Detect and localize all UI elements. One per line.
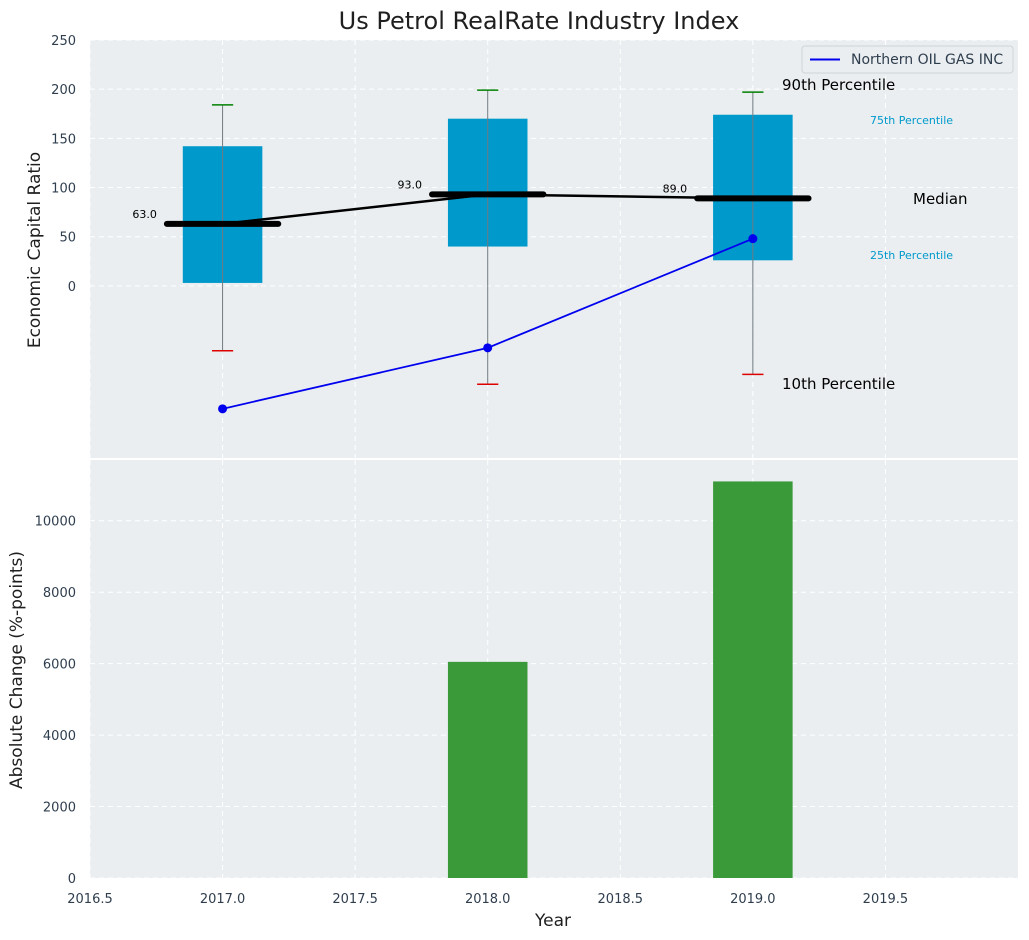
annotation-10th: 10th Percentile xyxy=(782,375,895,393)
top-panel-marks: 63.0 93.0 89.0 xyxy=(132,89,812,414)
x-axis-ticks: 2016.5 2017.0 2017.5 2018.0 2018.5 2019.0 2019… xyxy=(67,892,908,907)
bottom-panel-background xyxy=(90,460,1018,878)
legend-entry: Northern OIL GAS INC xyxy=(851,52,1003,68)
top-panel-y-ticks: 0 50 100 150 200 250 xyxy=(51,34,76,295)
median-trend-line xyxy=(222,193,753,226)
top-y-tick-label: 250 xyxy=(51,34,76,49)
median-value-label: 89.0 xyxy=(663,182,688,195)
annotation-75th: 75th Percentile xyxy=(870,114,953,127)
company-series-point xyxy=(218,404,228,414)
x-tick-label: 2017.0 xyxy=(200,892,246,907)
median-value-label: 93.0 xyxy=(398,178,423,191)
top-y-tick-label: 100 xyxy=(51,182,76,197)
x-tick-label: 2018.5 xyxy=(598,892,644,907)
bottom-y-tick-label: 8000 xyxy=(43,586,76,601)
change-bar xyxy=(447,661,528,878)
top-y-tick-label: 50 xyxy=(59,231,76,246)
bottom-panel-marks xyxy=(447,481,793,878)
bottom-y-tick-label: 2000 xyxy=(43,801,76,816)
x-tick-label: 2016.5 xyxy=(67,892,113,907)
change-bar xyxy=(713,481,793,878)
bottom-y-axis-label: Absolute Change (%-points) xyxy=(7,551,27,789)
x-axis-label: Year xyxy=(534,911,571,931)
bottom-y-tick-label: 10000 xyxy=(35,515,76,530)
top-y-tick-label: 150 xyxy=(51,132,76,147)
bottom-y-tick-label: 6000 xyxy=(43,658,76,673)
x-tick-label: 2019.5 xyxy=(863,892,909,907)
annotation-median: Median xyxy=(913,190,968,208)
x-tick-label: 2017.5 xyxy=(332,892,378,907)
top-y-axis-label: Economic Capital Ratio xyxy=(25,152,45,348)
x-tick-label: 2018.0 xyxy=(465,892,511,907)
bottom-y-tick-label: 0 xyxy=(68,872,76,887)
legend: Northern OIL GAS INC xyxy=(801,45,1014,74)
top-y-tick-label: 200 xyxy=(51,83,76,98)
bottom-y-tick-label: 4000 xyxy=(43,729,76,744)
annotation-25th: 25th Percentile xyxy=(870,249,953,262)
company-series-point xyxy=(483,343,493,353)
x-tick-label: 2019.0 xyxy=(730,892,776,907)
company-series-point xyxy=(748,234,758,244)
bottom-panel-y-ticks: 0 2000 4000 6000 8000 10000 xyxy=(35,515,76,887)
top-y-tick-label: 0 xyxy=(68,280,76,295)
annotation-90th: 90th Percentile xyxy=(782,76,895,94)
legend-box xyxy=(801,45,1014,74)
median-value-label: 63.0 xyxy=(132,208,157,221)
chart-title: Us Petrol RealRate Industry Index xyxy=(339,7,740,35)
